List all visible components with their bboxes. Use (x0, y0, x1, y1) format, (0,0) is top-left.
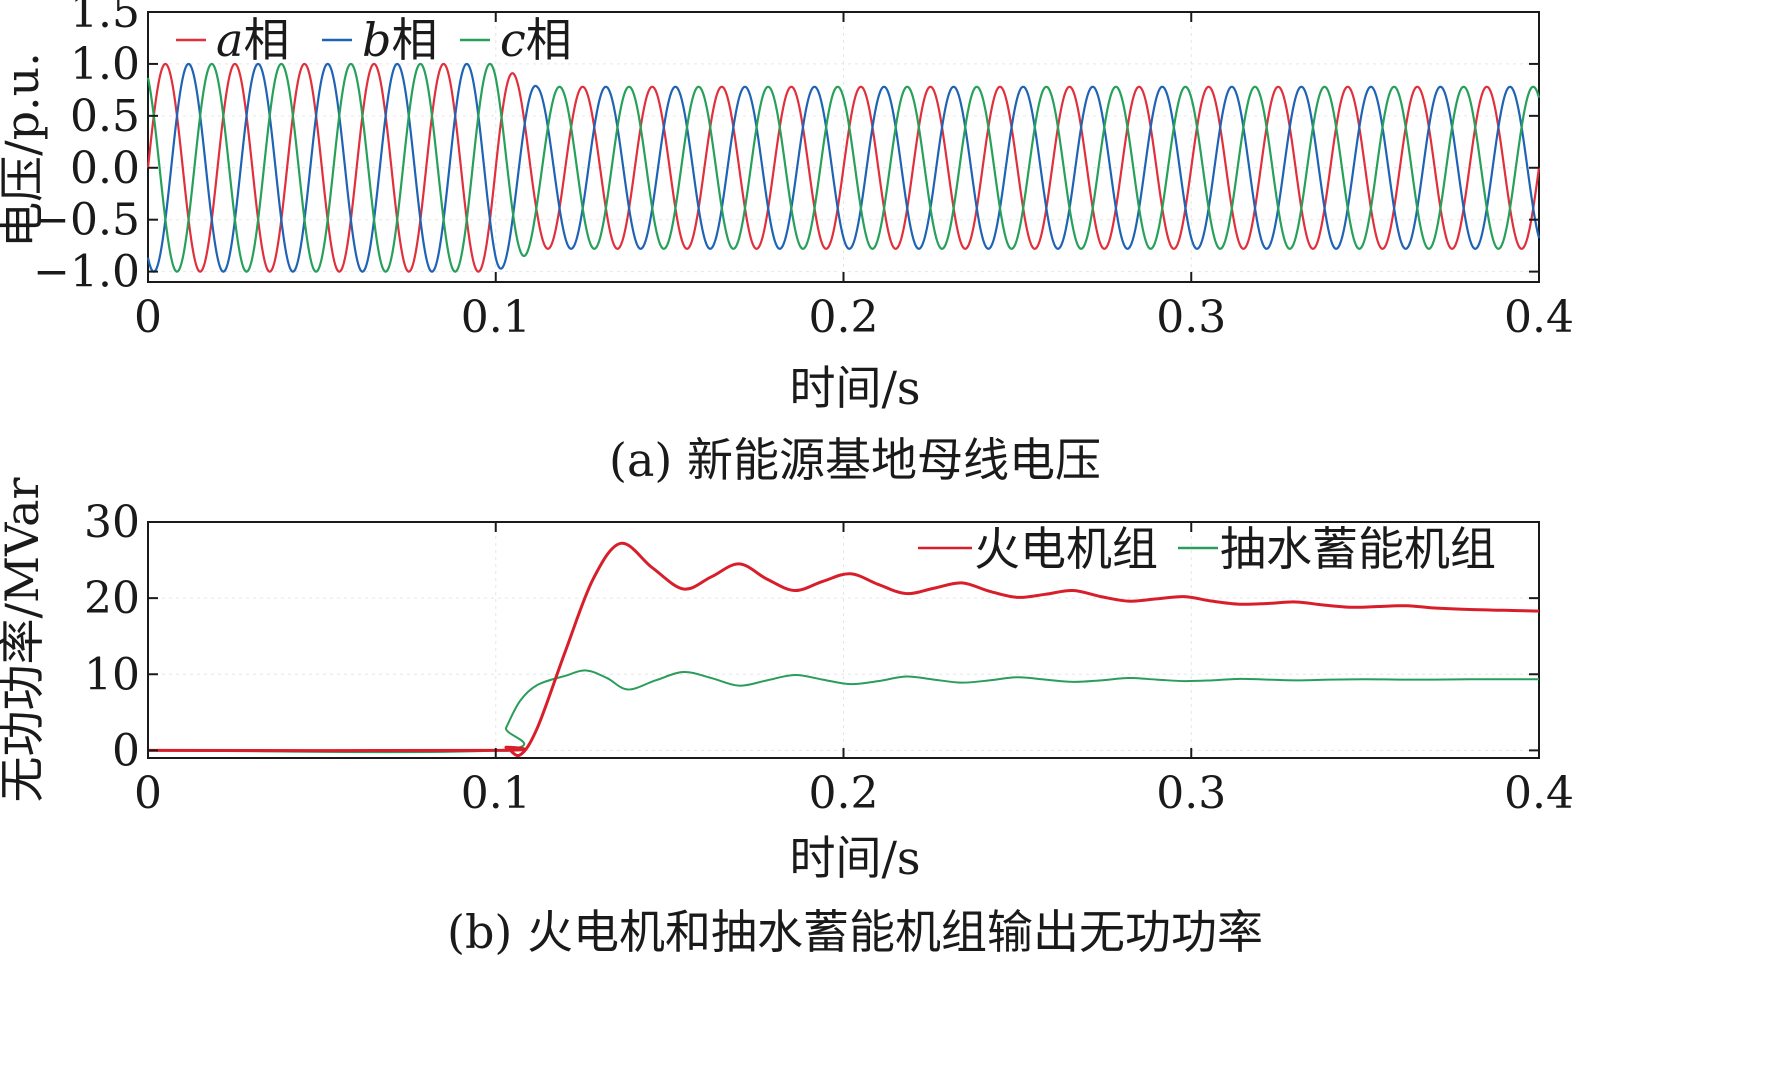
legend-label-b: b相 (362, 13, 437, 67)
legend-pumped-storage-label: 抽水蓄能机组 (1220, 522, 1496, 576)
panel-a-series (146, 62, 1541, 273)
panel-b-y-tick-labels: 30 20 10 0 (84, 497, 140, 776)
panel-b-tick-marks (147, 521, 1540, 758)
legend-thermal-label: 火电机组 (974, 522, 1158, 576)
legend-label-a: a相 (216, 13, 289, 67)
y-tick-label: −1.0 (33, 247, 140, 298)
series-line-pumped-storage-unit (147, 669, 1539, 754)
x-tick-label: 0.1 (461, 768, 531, 819)
x-tick-label: 0.4 (1504, 292, 1574, 343)
y-tick-label: 0.0 (70, 143, 140, 194)
panel-a-legend: a相 b相 c相 (176, 13, 572, 67)
x-tick-label: 0.2 (809, 292, 879, 343)
panel-a-y-tick-labels: 1.51.00.50.0−0.5−1.0 (33, 0, 140, 298)
panel-a-y-axis-label: 电压/p.u. (0, 52, 49, 248)
y-tick-label: −0.5 (33, 195, 140, 246)
x-tick-label: 0 (134, 768, 162, 819)
y-tick-label: 0.5 (70, 91, 140, 142)
legend-label-c: c相 (500, 13, 572, 67)
series-line-a-phase (146, 62, 1541, 273)
panel-a-caption: (a) 新能源基地母线电压 (609, 433, 1101, 487)
x-tick-label: 0.3 (1156, 768, 1226, 819)
panel-a-x-axis-label: 时间/s (789, 361, 920, 415)
y-tick-label: 10 (84, 649, 140, 700)
y-tick-label: 20 (84, 573, 140, 624)
panel-a-voltage-chart: 1.51.00.50.0−0.5−1.0 0 0.1 0.2 0.3 0.4 电压/p.… (0, 0, 1574, 487)
panel-a-x-tick-labels: 0 0.1 0.2 0.3 0.4 (134, 292, 1574, 343)
panel-b-x-tick-labels: 0 0.1 0.2 0.3 0.4 (134, 768, 1574, 819)
x-tick-label: 0.4 (1504, 768, 1574, 819)
x-tick-label: 0.3 (1156, 292, 1226, 343)
series-line-thermal-unit (147, 541, 1540, 758)
y-tick-label: 30 (84, 497, 140, 548)
panel-b-legend: 火电机组 抽水蓄能机组 (918, 522, 1496, 576)
panel-b-y-axis-label: 无功功率/MVar (0, 477, 49, 802)
y-tick-label: 1.0 (70, 39, 140, 90)
y-tick-label: 1.5 (70, 0, 140, 38)
y-tick-label: 0 (112, 725, 140, 776)
panel-b-reactive-power-chart: 30 20 10 0 0 0.1 0.2 0.3 0.4 无功功率/MVar 时间/s (b)… (0, 477, 1574, 959)
panel-b-series (147, 541, 1540, 758)
panel-a-tick-marks (147, 11, 1540, 282)
x-tick-label: 0.2 (809, 768, 879, 819)
x-tick-label: 0.1 (461, 292, 531, 343)
series-line-b-phase (146, 62, 1541, 273)
x-tick-label: 0 (134, 292, 162, 343)
series-line-c-phase (146, 62, 1541, 273)
panel-b-caption: (b) 火电机和抽水蓄能机组输出无功功率 (447, 905, 1263, 959)
panel-b-x-axis-label: 时间/s (789, 831, 920, 885)
